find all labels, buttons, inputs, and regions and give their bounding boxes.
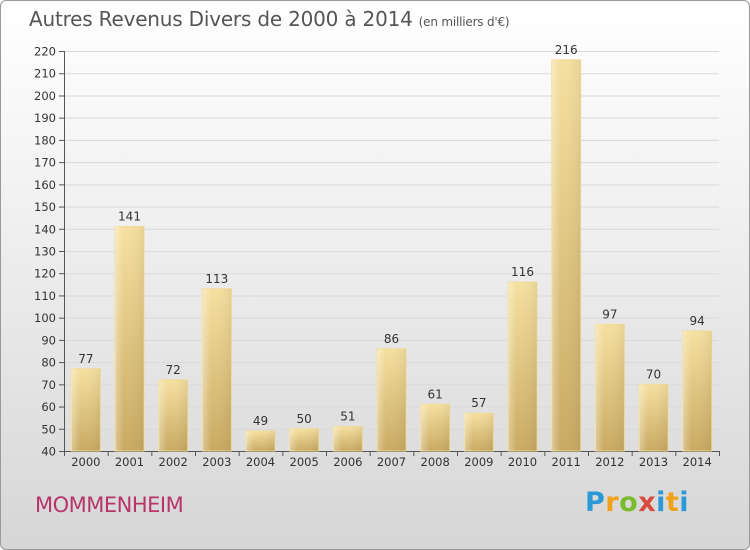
bar-shade (377, 348, 406, 451)
y-tick-label: 70 (41, 378, 56, 392)
chart-title: Autres Revenus Divers de 2000 à 2014 (en … (29, 7, 510, 31)
axes: 40 50 60 70 80 90 100 110 120 130 140 150 160 170 180 1… (34, 45, 720, 459)
y-tick-label: 100 (34, 311, 56, 325)
data-label: 50 (297, 412, 312, 426)
y-tick-label: 90 (41, 333, 56, 347)
logo-letter: r (605, 487, 620, 518)
y-tick-label: 130 (34, 245, 56, 259)
y-tick-label: 140 (34, 222, 56, 236)
logo-letter: t (665, 487, 680, 518)
x-tick-label: 2000 (71, 455, 100, 469)
y-tick-label: 160 (34, 178, 56, 192)
data-label: 94 (690, 314, 705, 328)
x-tick-label: 2002 (159, 455, 188, 469)
data-label: 77 (78, 352, 93, 366)
y-tick-label: 150 (34, 200, 56, 214)
x-tick-label: 2014 (683, 455, 712, 469)
y-tick-label: 50 (41, 422, 56, 436)
bar-shade (464, 413, 494, 451)
x-tick-label: 2007 (377, 455, 406, 469)
data-label: 216 (555, 43, 578, 57)
data-label: 86 (384, 332, 399, 346)
data-label: 141 (118, 210, 141, 224)
y-tick-label: 190 (34, 111, 56, 125)
data-label: 72 (166, 363, 181, 377)
bar-shade (333, 426, 363, 451)
logo-letter: i (656, 487, 666, 518)
logo-letter: i (679, 487, 690, 518)
y-tick-label: 200 (34, 89, 56, 103)
y-tick-label: 120 (34, 267, 56, 281)
x-tick-label: 2011 (552, 455, 581, 469)
y-tick-label: 110 (34, 289, 56, 303)
x-tick-label: 2005 (290, 455, 319, 469)
bar-shade (71, 368, 101, 451)
x-tick-label: 2003 (202, 455, 231, 469)
data-label: 57 (471, 396, 486, 410)
bar-shade (246, 431, 275, 451)
x-tick-label: 2008 (421, 455, 450, 469)
data-label: 70 (646, 367, 661, 381)
unit-text: (en milliers d'€) (418, 15, 510, 29)
bar-shade (202, 288, 232, 451)
logo-letter: x (638, 487, 657, 518)
bar-shade (115, 226, 144, 451)
data-label: 61 (428, 387, 443, 401)
bar-shade (420, 404, 450, 451)
x-tick-label: 2012 (595, 455, 624, 469)
bar-shade (158, 379, 188, 451)
logo-letter: o (619, 487, 639, 518)
labels: 2000 77 2001 141 2002 72 2003 113 2004 49 2005 50 20… (71, 43, 712, 469)
x-tick-label: 2009 (464, 455, 493, 469)
data-label: 116 (511, 265, 534, 279)
bar-shade (639, 384, 668, 451)
data-label: 97 (602, 307, 617, 321)
bar-shade (682, 331, 712, 451)
commune-name: MOMMENHEIM (35, 493, 184, 517)
y-tick-label: 80 (41, 356, 56, 370)
title-text: Autres Revenus Divers de 2000 à 2014 (29, 7, 413, 31)
x-tick-label: 2004 (246, 455, 275, 469)
data-label: 113 (205, 272, 228, 286)
data-label: 49 (253, 414, 268, 428)
proxiti-logo[interactable]: Proxiti (585, 487, 689, 518)
y-tick-label: 40 (41, 445, 56, 459)
y-tick-label: 210 (34, 67, 56, 81)
bar-shade (289, 428, 319, 451)
y-tick-label: 170 (34, 156, 56, 170)
x-tick-label: 2006 (333, 455, 362, 469)
x-tick-label: 2013 (639, 455, 668, 469)
x-tick-label: 2010 (508, 455, 537, 469)
bars (70, 59, 713, 452)
logo-letter: P (585, 487, 606, 518)
y-tick-label: 220 (34, 45, 56, 59)
bar-shade (508, 282, 537, 451)
bar-shade (595, 324, 625, 451)
x-tick-label: 2001 (115, 455, 144, 469)
bar-shade (551, 59, 581, 452)
data-label: 51 (340, 410, 355, 424)
y-tick-label: 180 (34, 133, 56, 147)
y-tick-label: 60 (41, 400, 56, 414)
